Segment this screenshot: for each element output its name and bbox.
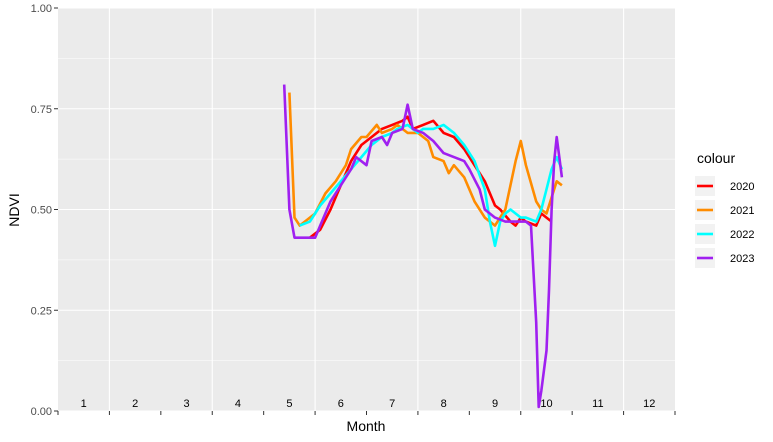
- month-label: 5: [286, 398, 292, 410]
- y-axis: 0.00 0.25 0.50 0.75 1.00: [31, 3, 58, 418]
- series-lines: [282, 84, 564, 409]
- y-tick-label: 1.00: [31, 3, 52, 15]
- y-tick-label: 0.75: [31, 104, 52, 116]
- y-tick-label: 0.00: [31, 406, 52, 418]
- month-label: 1: [81, 398, 87, 410]
- legend-label-2021: 2021: [730, 205, 754, 217]
- y-tick-label: 0.50: [31, 205, 52, 217]
- series-line-2023: [282, 84, 564, 409]
- month-label: 9: [492, 398, 498, 410]
- month-label: 11: [592, 398, 603, 410]
- legend: colour 2020 2021 2022 2023: [695, 150, 754, 268]
- legend-label-2020: 2020: [730, 181, 754, 193]
- month-label: 3: [183, 398, 189, 410]
- month-label: 7: [389, 398, 395, 410]
- series-line-2021: [288, 92, 563, 227]
- legend-title: colour: [697, 150, 735, 166]
- month-label: 2: [132, 398, 138, 410]
- x-axis-title: Month: [347, 418, 386, 434]
- month-label: 10: [540, 398, 552, 410]
- month-label: 4: [235, 398, 241, 410]
- month-label: 12: [643, 398, 655, 410]
- month-labels: 1 2 3 4 5 6 7 8 9 10 11 12: [81, 398, 656, 410]
- legend-label-2023: 2023: [730, 253, 754, 265]
- y-axis-title: NDVI: [6, 193, 22, 226]
- y-tick-label: 0.25: [31, 305, 52, 317]
- x-axis: [57, 411, 676, 415]
- legend-items: 2020 2021 2022 2023: [695, 176, 754, 268]
- series-line-2020: [309, 115, 553, 239]
- month-label: 6: [338, 398, 344, 410]
- legend-label-2022: 2022: [730, 229, 754, 241]
- month-label: 8: [441, 398, 447, 410]
- grid-major: [58, 7, 675, 412]
